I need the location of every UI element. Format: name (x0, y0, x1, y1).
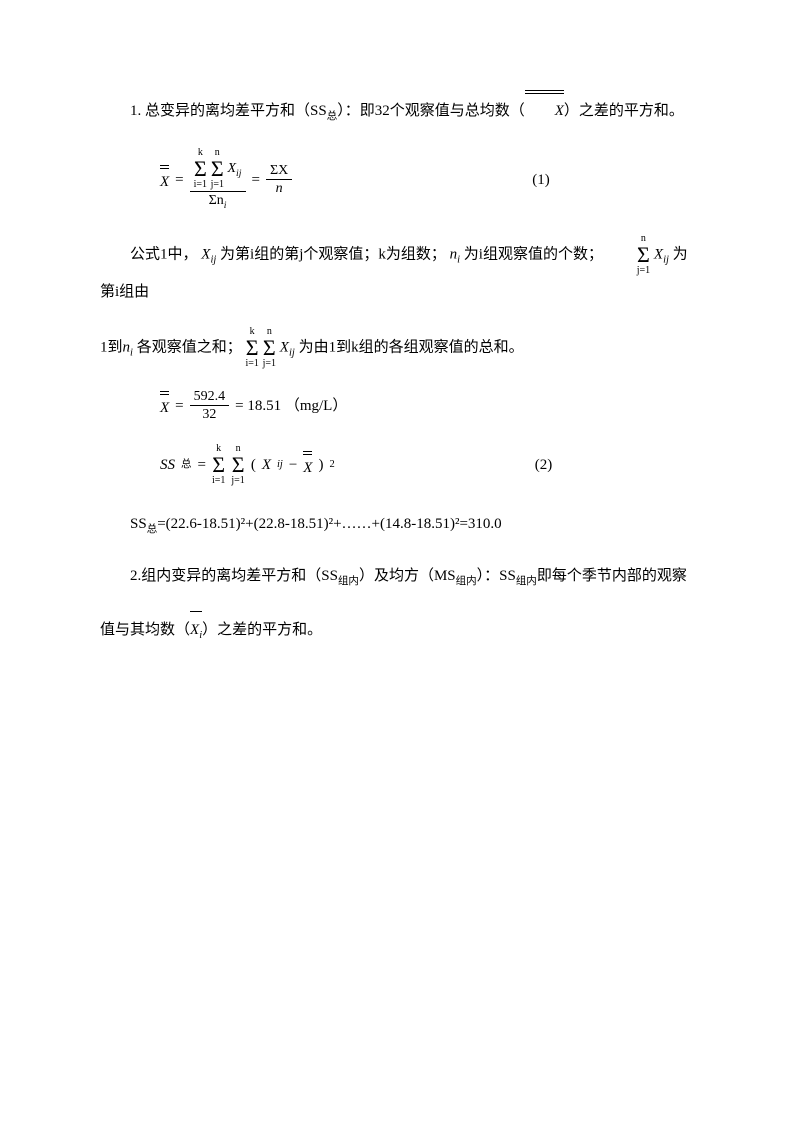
eq1-num2: ΣX (266, 163, 292, 180)
p2-t1: 公式1中， (130, 246, 198, 262)
eq2c-den: 32 (198, 406, 220, 422)
p2-sum2b: n Σ j=1 (263, 327, 276, 369)
p4-sub3: 组内 (516, 576, 537, 587)
p2-t3: 为i组观察值的个数； (464, 246, 603, 262)
eq1-frac1: k Σ i=1 n Σ j=1 Xij Σni (190, 148, 246, 212)
eq1-frac2: ΣX n (266, 163, 292, 197)
eq1-label: (1) (532, 168, 550, 192)
eq3-open: ( (251, 453, 256, 477)
eq2c-frac: 592.4 32 (190, 389, 230, 423)
p4-line2a: 值与其均数（ (100, 622, 190, 638)
eq1-xij: X (227, 161, 236, 176)
paragraph-3: SS总=(22.6-18.51)²+(22.8-18.51)²+……+(14.8… (100, 508, 700, 541)
p3-ss: SS (130, 516, 147, 532)
p2-xij-sub: ij (210, 254, 216, 265)
p2-t2: 为第i组的第j个观察值；k为组数； (220, 246, 446, 262)
p2-sum1: n Σ j=1 (607, 234, 650, 276)
p2-sum2a-bot: i=1 (245, 359, 258, 369)
eq1-den1: Σn (209, 193, 224, 208)
p4-sub2: 组内 (456, 576, 477, 587)
eq2c-tail: = 18.51 （mg/L） (235, 394, 347, 418)
p1-text-mid: ）：即32个观察值与总均数（ (337, 103, 525, 119)
p2-ni: n (450, 246, 458, 262)
p4-t2: ）及均方（MS (359, 568, 456, 584)
eq3-close: ) (318, 453, 323, 477)
equation-2-calc-body: X = 592.4 32 = 18.51 （mg/L） (160, 389, 347, 423)
p1-text-lead: 1. 总变异的离均差平方和（SS (130, 103, 327, 119)
eq2c-num: 592.4 (190, 389, 230, 406)
paragraph-4: 2.组内变异的离均差平方和（SS组内）及均方（MS组内）：SS组内即每个季节内部… (100, 560, 700, 593)
p2-sum1-bot: j=1 (607, 266, 650, 276)
eq3-sum1: k Σ i=1 (212, 444, 225, 486)
equation-1-body: X = k Σ i=1 n Σ j=1 Xij Σni = (160, 148, 292, 212)
eq3-sum2-bot: j=1 (231, 476, 244, 486)
paragraph-4-line2: 值与其均数（Xi）之差的平方和。 (100, 611, 700, 647)
eq1-den2: n (272, 180, 287, 196)
eq3-minus: − (289, 453, 297, 477)
paragraph-2-line2: 1到ni 各观察值之和； k Σ i=1 n Σ j=1 Xij 为由1到k组的… (100, 327, 700, 369)
p2-xij2-sub: ij (663, 254, 669, 265)
p2-ni2: n (123, 339, 131, 355)
p3-sub: 总 (147, 524, 158, 535)
p2-ni-sub: i (457, 254, 460, 265)
eq1-sum2: n Σ j=1 (211, 148, 224, 190)
p4-xi: Xi (190, 611, 202, 647)
eq1-eq2: = (252, 168, 260, 192)
p2-t6: 为由1到k组的各组观察值的总和。 (299, 339, 524, 355)
eq1-sum1-bot: i=1 (194, 180, 207, 190)
p2-line2a: 1到 (100, 339, 123, 355)
eq3-lhs-sub: 总 (181, 457, 192, 474)
p3-rest: =(22.6-18.51)²+(22.8-18.51)²+……+(14.8-18… (157, 516, 502, 532)
paragraph-2: 公式1中， Xij 为第i组的第j个观察值；k为组数； ni 为i组观察值的个数… (100, 234, 700, 309)
p4-xi-sym: X (190, 622, 199, 638)
p4-t4: 即每个季节内部的观察 (537, 568, 687, 584)
eq1-lhs: X (160, 165, 169, 194)
p4-sub1: 组内 (338, 576, 359, 587)
p4-t1: 2.组内变异的离均差平方和（SS (130, 568, 338, 584)
p2-xij3: X (280, 339, 289, 355)
eq1-eq: = (175, 168, 183, 192)
eq3-xij-sub: ij (277, 457, 283, 474)
p2-xij3-sub: ij (289, 347, 295, 358)
p1-text-tail: ）之差的平方和。 (564, 103, 684, 119)
p2-sum2a: k Σ i=1 (245, 327, 258, 369)
p1-sub-total: 总 (327, 111, 338, 122)
equation-2-calc: X = 592.4 32 = 18.51 （mg/L） (100, 389, 700, 423)
eq3-eq: = (198, 453, 206, 477)
eq3-label: (2) (535, 453, 553, 477)
eq3-sq: 2 (329, 457, 334, 474)
p2-sum2b-bot: j=1 (263, 359, 276, 369)
p4-xi-sub: i (199, 630, 202, 641)
equation-2: SS总 = k Σ i=1 n Σ j=1 (Xij − X)2 (2) (100, 444, 700, 486)
eq1-sum1: k Σ i=1 (194, 148, 207, 190)
eq1-sum2-bot: j=1 (211, 180, 224, 190)
eq3-xij: X (262, 453, 271, 477)
eq1-den1-sub: i (224, 200, 227, 211)
eq3-lhs: SS (160, 453, 175, 477)
eq3-xbar: X (303, 451, 312, 480)
p2-t5: 各观察值之和； (137, 339, 242, 355)
eq1-xij-sub: ij (236, 168, 241, 179)
p4-t3: ）：SS (477, 568, 516, 584)
p2-ni2-sub: i (130, 347, 133, 358)
eq3-sum2: n Σ j=1 (231, 444, 244, 486)
paragraph-1: 1. 总变异的离均差平方和（SS总）：即32个观察值与总均数（X）之差的平方和。 (100, 90, 700, 128)
eq3-sum1-bot: i=1 (212, 476, 225, 486)
equation-2-body: SS总 = k Σ i=1 n Σ j=1 (Xij − X)2 (160, 444, 335, 486)
p1-xbar: X (525, 90, 564, 128)
eq2c-eq: = (175, 394, 183, 418)
p2-xij2: X (654, 246, 663, 262)
eq2c-lhs: X (160, 391, 169, 420)
equation-1: X = k Σ i=1 n Σ j=1 Xij Σni = (100, 148, 700, 212)
p4-t5: ）之差的平方和。 (202, 622, 322, 638)
